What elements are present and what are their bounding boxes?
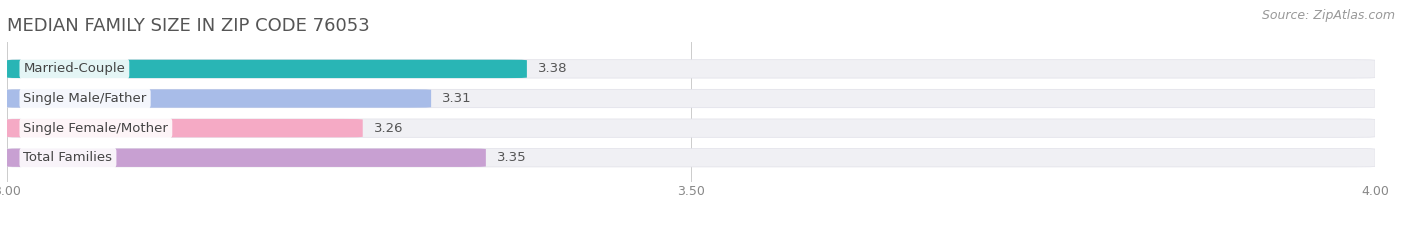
- Text: Single Male/Father: Single Male/Father: [24, 92, 146, 105]
- Text: 3.35: 3.35: [496, 151, 526, 164]
- FancyBboxPatch shape: [7, 119, 363, 137]
- FancyBboxPatch shape: [7, 60, 527, 78]
- FancyBboxPatch shape: [7, 89, 1375, 108]
- FancyBboxPatch shape: [7, 89, 432, 108]
- Text: 3.38: 3.38: [538, 62, 568, 75]
- Text: Total Families: Total Families: [24, 151, 112, 164]
- Text: Married-Couple: Married-Couple: [24, 62, 125, 75]
- FancyBboxPatch shape: [7, 60, 1375, 78]
- Text: 3.31: 3.31: [441, 92, 471, 105]
- FancyBboxPatch shape: [7, 119, 1375, 137]
- FancyBboxPatch shape: [7, 149, 486, 167]
- Text: Single Female/Mother: Single Female/Mother: [24, 122, 169, 135]
- Text: MEDIAN FAMILY SIZE IN ZIP CODE 76053: MEDIAN FAMILY SIZE IN ZIP CODE 76053: [7, 17, 370, 35]
- Text: 3.26: 3.26: [374, 122, 404, 135]
- FancyBboxPatch shape: [7, 149, 1375, 167]
- Text: Source: ZipAtlas.com: Source: ZipAtlas.com: [1261, 9, 1395, 22]
